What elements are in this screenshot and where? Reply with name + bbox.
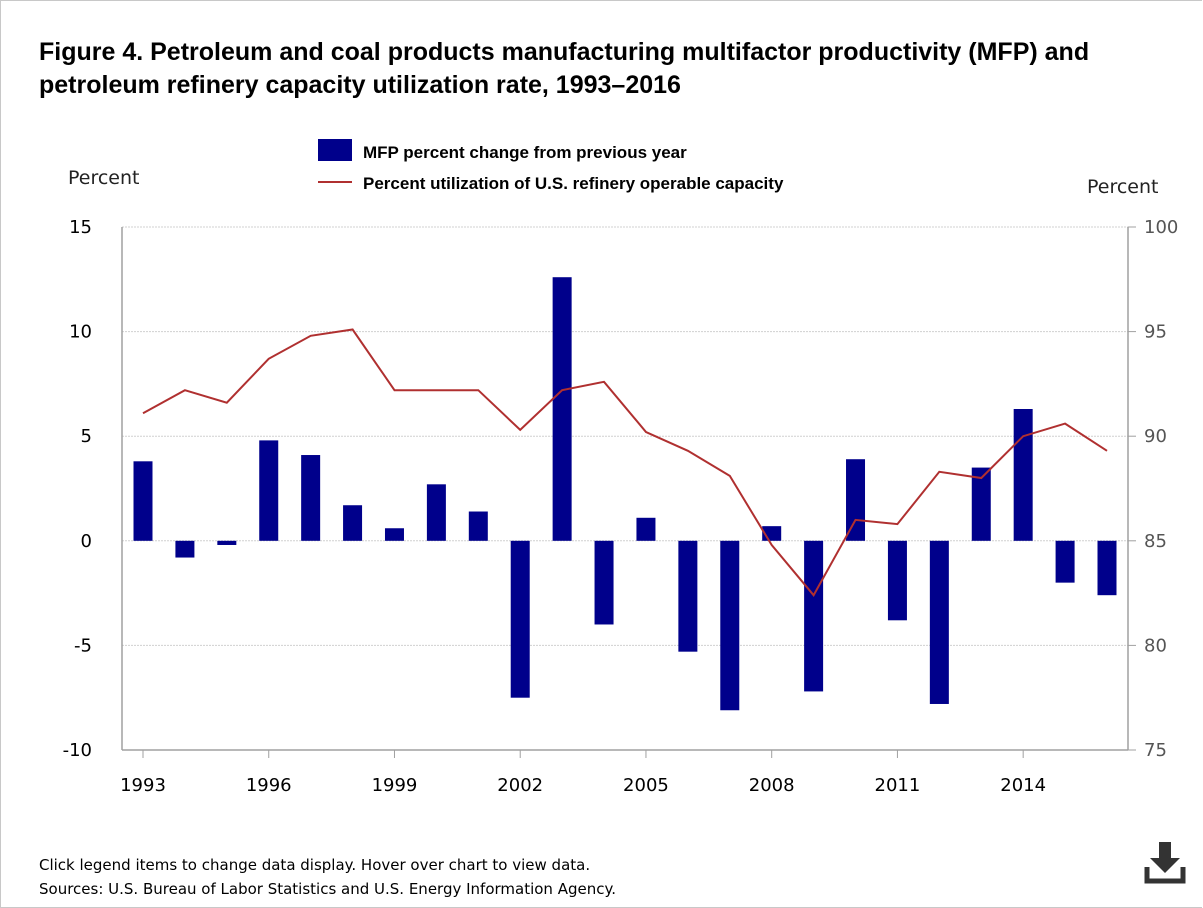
legend-label-mfp: MFP percent change from previous year bbox=[363, 143, 687, 162]
mfp-bar bbox=[552, 277, 572, 541]
x-tick-label: 2002 bbox=[497, 775, 543, 796]
x-tick-label: 2014 bbox=[1000, 775, 1046, 796]
mfp-bar bbox=[804, 540, 824, 692]
y-right-tick-label: 85 bbox=[1144, 531, 1167, 552]
mfp-bar bbox=[133, 461, 153, 541]
mfp-bar bbox=[426, 484, 446, 541]
mfp-bar bbox=[887, 540, 907, 621]
legend-item-utilization[interactable]: Percent utilization of U.S. refinery ope… bbox=[318, 174, 784, 193]
x-tick-label: 2005 bbox=[623, 775, 669, 796]
chart-notes: Click legend items to change data displa… bbox=[39, 853, 616, 901]
grid-lines bbox=[122, 226, 1128, 646]
mfp-bar bbox=[594, 540, 614, 625]
mfp-bar bbox=[259, 440, 279, 541]
sources-note: Sources: U.S. Bureau of Labor Statistics… bbox=[39, 880, 616, 898]
mfp-bar bbox=[636, 517, 656, 541]
x-tick-label: 1993 bbox=[120, 775, 166, 796]
download-glyph bbox=[1144, 842, 1186, 884]
mfp-bar bbox=[720, 540, 740, 711]
mfp-bar bbox=[343, 505, 363, 541]
legend-label-utilization: Percent utilization of U.S. refinery ope… bbox=[363, 174, 784, 193]
y-right-axis-title: Percent bbox=[1087, 176, 1159, 198]
y-right-tick-label: 80 bbox=[1144, 635, 1167, 656]
mfp-bar bbox=[468, 511, 488, 541]
utilization-polyline bbox=[142, 328, 1108, 597]
chart-canvas[interactable]: -10 -5 0 5 10 15 75 80 85 90 95 100 Percent Percent 19… bbox=[0, 0, 1203, 840]
x-tick-label: 2008 bbox=[749, 775, 795, 796]
x-tick-label: 1996 bbox=[246, 775, 292, 796]
mfp-bar bbox=[678, 540, 698, 652]
y-left-tick-label: 15 bbox=[69, 217, 92, 238]
legend-item-mfp[interactable]: MFP percent change from previous year bbox=[318, 139, 687, 162]
y-left-tick-label: 10 bbox=[69, 322, 92, 343]
y-right-tick-label: 95 bbox=[1144, 322, 1167, 343]
mfp-bar bbox=[846, 459, 866, 541]
chart-axes: -10 -5 0 5 10 15 75 80 85 90 95 100 Percent Percent 19… bbox=[63, 167, 1179, 796]
y-right-tick-label: 100 bbox=[1144, 217, 1178, 238]
chart-title: Figure 4. Petroleum and coal products ma… bbox=[39, 38, 1090, 99]
mfp-bar bbox=[301, 455, 321, 541]
mfp-bar bbox=[384, 528, 404, 541]
mfp-bar bbox=[1055, 540, 1075, 583]
x-tick-label: 1999 bbox=[372, 775, 418, 796]
y-left-tick-label: -5 bbox=[74, 635, 92, 656]
y-right-tick-label: 75 bbox=[1144, 740, 1167, 761]
mfp-bar bbox=[1013, 409, 1033, 541]
utilization-line bbox=[142, 328, 1108, 597]
mfp-bar bbox=[1097, 540, 1117, 596]
y-left-axis-title: Percent bbox=[68, 167, 140, 189]
mfp-bar bbox=[971, 467, 991, 541]
x-tick-label: 2011 bbox=[875, 775, 921, 796]
mfp-bar bbox=[175, 540, 195, 558]
chart-legend: MFP percent change from previous year Per… bbox=[318, 139, 784, 193]
mfp-bar bbox=[510, 540, 530, 698]
mfp-bar bbox=[217, 540, 237, 545]
mfp-bar bbox=[929, 540, 949, 704]
legend-swatch-mfp bbox=[318, 139, 352, 161]
y-left-tick-label: 0 bbox=[81, 531, 92, 552]
y-left-tick-label: 5 bbox=[81, 426, 92, 447]
interaction-note: Click legend items to change data displa… bbox=[39, 856, 591, 874]
y-left-tick-label: -10 bbox=[63, 740, 92, 761]
download-icon[interactable] bbox=[1142, 840, 1188, 886]
y-right-tick-label: 90 bbox=[1144, 426, 1167, 447]
